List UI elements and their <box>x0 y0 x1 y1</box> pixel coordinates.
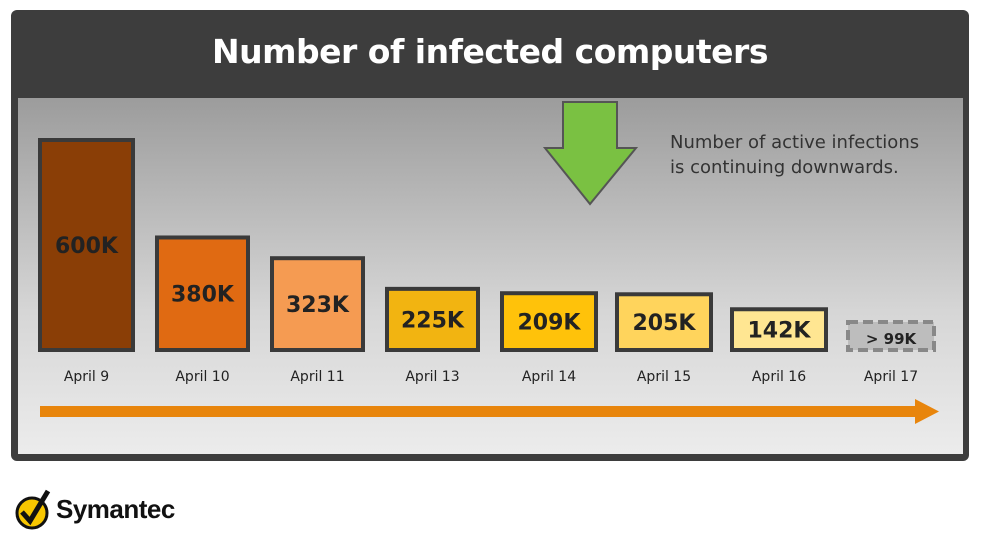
category-label: April 11 <box>290 369 344 385</box>
bar <box>615 292 713 352</box>
category-label: April 10 <box>175 369 229 385</box>
trend-down-arrow-icon <box>542 101 639 206</box>
data-label: 323K <box>286 293 350 318</box>
bar <box>846 320 936 352</box>
symantec-checkmark-icon <box>15 489 51 530</box>
bar <box>500 291 598 353</box>
timeline-arrowhead-icon <box>915 399 939 424</box>
category-label: April 17 <box>864 369 918 385</box>
annotation-line: is continuing downwards. <box>670 157 899 178</box>
bar <box>38 138 135 352</box>
bar <box>730 307 828 353</box>
data-label: 380K <box>171 283 235 308</box>
bar <box>270 256 365 352</box>
category-label: April 16 <box>752 369 806 385</box>
chart-title: Number of infected computers <box>212 32 768 71</box>
symantec-logo: Symantec <box>12 487 175 531</box>
annotation: Number of active infections is continuin… <box>670 130 919 180</box>
category-label: April 14 <box>522 369 576 385</box>
data-label: > 99K <box>866 330 918 348</box>
bar <box>155 235 250 352</box>
data-label: 225K <box>401 308 465 333</box>
data-label: 205K <box>633 311 697 336</box>
annotation-line: Number of active infections <box>670 132 920 153</box>
category-label: April 9 <box>64 369 109 385</box>
category-label: April 13 <box>405 369 459 385</box>
data-label: 600K <box>55 234 119 259</box>
data-label: 209K <box>518 311 582 336</box>
data-label: 142K <box>748 319 812 344</box>
timeline-arrow-shaft <box>40 406 920 417</box>
brand-name: Symantec <box>56 493 175 524</box>
bar <box>385 286 480 353</box>
category-label: April 15 <box>637 369 691 385</box>
